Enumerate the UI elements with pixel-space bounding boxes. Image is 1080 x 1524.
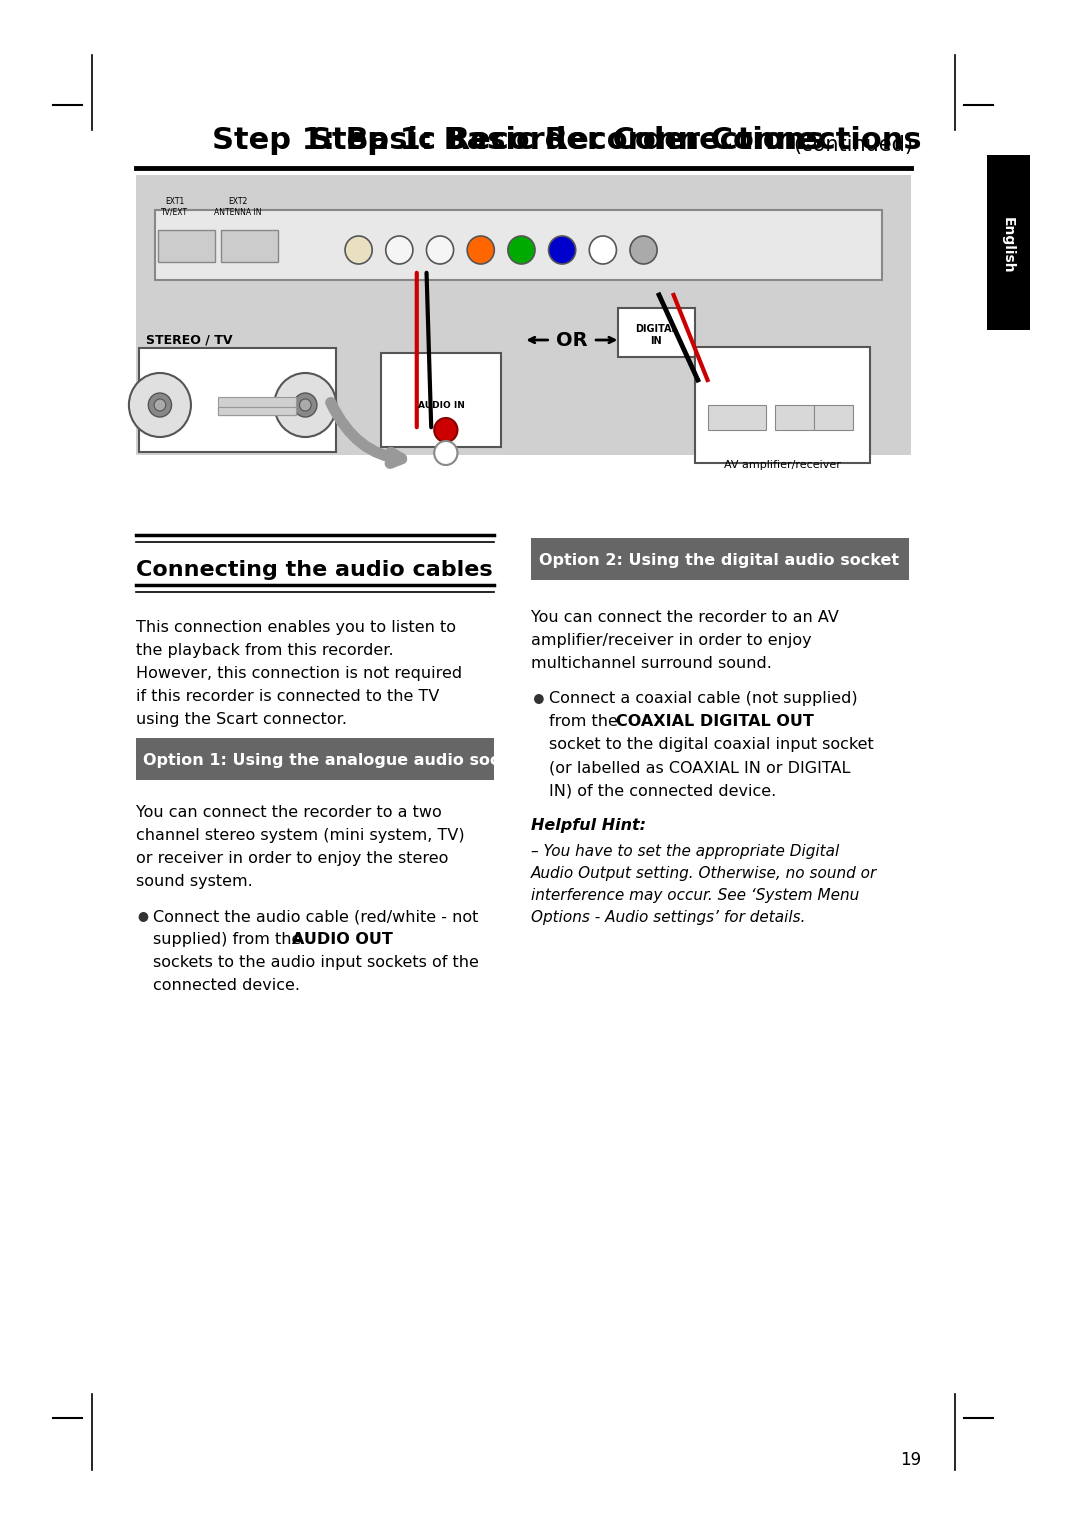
Bar <box>218 396 296 415</box>
Text: sockets to the audio input sockets of the: sockets to the audio input sockets of th… <box>153 956 480 969</box>
Text: STEREO / TV: STEREO / TV <box>146 334 232 346</box>
Circle shape <box>148 393 172 418</box>
Bar <box>156 210 882 280</box>
Text: 19: 19 <box>901 1451 921 1469</box>
FancyArrowPatch shape <box>330 402 402 463</box>
Text: This connection enables you to listen to: This connection enables you to listen to <box>136 620 456 636</box>
Circle shape <box>294 393 316 418</box>
Text: Helpful Hint:: Helpful Hint: <box>531 818 646 834</box>
Text: channel stereo system (mini system, TV): channel stereo system (mini system, TV) <box>136 828 464 843</box>
Text: Audio Output setting. Otherwise, no sound or: Audio Output setting. Otherwise, no soun… <box>531 866 877 881</box>
Text: (or labelled as COAXIAL IN or DIGITAL: (or labelled as COAXIAL IN or DIGITAL <box>549 760 850 776</box>
Text: AUDIO OUT: AUDIO OUT <box>292 933 393 946</box>
Text: COAXIAL DIGITAL OUT: COAXIAL DIGITAL OUT <box>617 715 814 728</box>
FancyBboxPatch shape <box>531 538 909 581</box>
Circle shape <box>386 236 413 264</box>
Text: supplied) from the: supplied) from the <box>153 933 307 946</box>
Text: – You have to set the appropriate Digital: – You have to set the appropriate Digita… <box>531 844 839 860</box>
Text: using the Scart connector.: using the Scart connector. <box>136 712 347 727</box>
FancyBboxPatch shape <box>381 354 501 447</box>
Circle shape <box>274 373 336 437</box>
Text: IN) of the connected device.: IN) of the connected device. <box>549 783 775 799</box>
Circle shape <box>138 911 148 922</box>
Circle shape <box>468 236 495 264</box>
Circle shape <box>345 236 373 264</box>
Circle shape <box>129 373 191 437</box>
Circle shape <box>630 236 657 264</box>
Text: Option 1: Using the analogue audio sockets: Option 1: Using the analogue audio socke… <box>144 753 538 768</box>
Text: AV amplifier/receiver: AV amplifier/receiver <box>724 460 840 469</box>
Bar <box>218 407 296 415</box>
Circle shape <box>434 440 458 465</box>
Text: AUDIO IN: AUDIO IN <box>418 401 464 410</box>
Text: English: English <box>1001 216 1015 273</box>
FancyBboxPatch shape <box>158 230 215 262</box>
Bar <box>707 405 766 430</box>
Text: DIGITAL
IN: DIGITAL IN <box>635 325 677 346</box>
Circle shape <box>549 236 576 264</box>
Text: or receiver in order to enjoy the stereo: or receiver in order to enjoy the stereo <box>136 850 448 866</box>
Text: EXT1
TV/EXT: EXT1 TV/EXT <box>161 197 188 216</box>
Text: if this recorder is connected to the TV: if this recorder is connected to the TV <box>136 689 440 704</box>
Text: the playback from this recorder.: the playback from this recorder. <box>136 643 393 658</box>
Bar <box>775 405 814 430</box>
Text: Options - Audio settings’ for details.: Options - Audio settings’ for details. <box>531 910 806 925</box>
Text: socket to the digital coaxial input socket: socket to the digital coaxial input sock… <box>549 738 874 751</box>
Text: OR: OR <box>556 331 588 349</box>
Text: connected device.: connected device. <box>153 978 300 994</box>
Text: Option 2: Using the digital audio socket: Option 2: Using the digital audio socket <box>539 553 899 567</box>
Text: EXT2
ANTENNA IN: EXT2 ANTENNA IN <box>214 197 261 216</box>
FancyBboxPatch shape <box>136 738 495 780</box>
Text: interference may occur. See ‘System Menu: interference may occur. See ‘System Menu <box>531 888 860 904</box>
Circle shape <box>508 236 535 264</box>
Text: multichannel surround sound.: multichannel surround sound. <box>531 655 772 671</box>
Circle shape <box>427 236 454 264</box>
Circle shape <box>434 418 458 442</box>
Circle shape <box>534 693 543 704</box>
Circle shape <box>299 399 311 411</box>
Text: Connecting the audio cables: Connecting the audio cables <box>136 559 492 581</box>
FancyBboxPatch shape <box>619 308 694 357</box>
Text: You can connect the recorder to a two: You can connect the recorder to a two <box>136 805 442 820</box>
Text: You can connect the recorder to an AV: You can connect the recorder to an AV <box>531 610 839 625</box>
FancyBboxPatch shape <box>136 175 912 456</box>
Circle shape <box>590 236 617 264</box>
Text: Connect a coaxial cable (not supplied): Connect a coaxial cable (not supplied) <box>549 690 858 706</box>
Text: sound system.: sound system. <box>136 873 253 888</box>
Text: Connect the audio cable (red/white - not: Connect the audio cable (red/white - not <box>153 908 478 924</box>
Text: Step 1: Basic Recorder Connections: Step 1: Basic Recorder Connections <box>310 126 932 155</box>
FancyBboxPatch shape <box>987 155 1030 331</box>
Circle shape <box>154 399 165 411</box>
FancyBboxPatch shape <box>221 230 279 262</box>
Text: amplifier/receiver in order to enjoy: amplifier/receiver in order to enjoy <box>531 632 812 648</box>
FancyBboxPatch shape <box>138 347 336 453</box>
FancyBboxPatch shape <box>694 347 870 463</box>
Bar <box>218 407 296 415</box>
Text: However, this connection is not required: However, this connection is not required <box>136 666 462 681</box>
Bar <box>814 405 853 430</box>
Text: Step 1: Basic Recorder Connections: Step 1: Basic Recorder Connections <box>213 126 835 155</box>
Text: from the: from the <box>549 715 622 728</box>
Text: (continued): (continued) <box>793 136 913 155</box>
